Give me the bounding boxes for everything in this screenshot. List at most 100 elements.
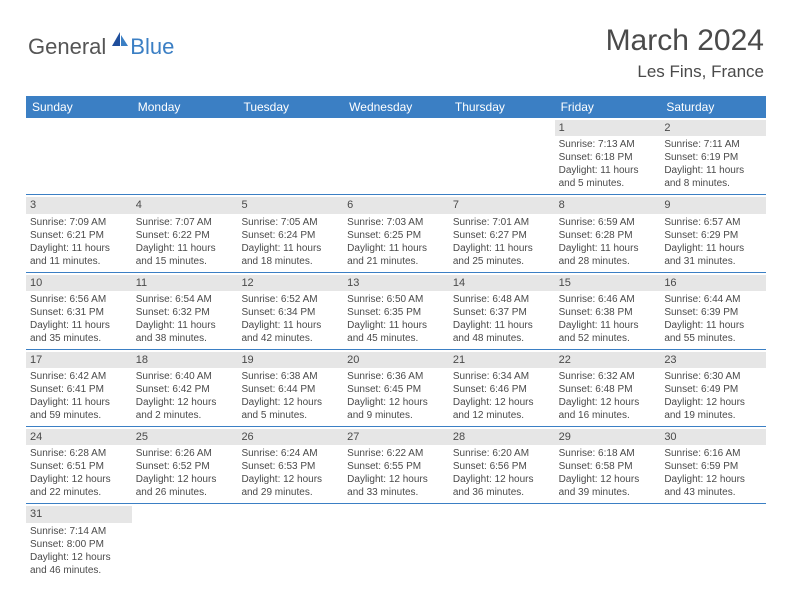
title-block: March 2024 Les Fins, France — [606, 24, 764, 82]
day-cell: . — [449, 118, 555, 194]
day-info-line: Sunset: 6:35 PM — [347, 306, 445, 319]
day-info-line: Daylight: 11 hours — [559, 164, 657, 177]
day-info-line: Sunrise: 6:16 AM — [664, 447, 762, 460]
day-info-line: Sunset: 6:58 PM — [559, 460, 657, 473]
day-number: 1 — [555, 120, 661, 136]
day-cell: 9Sunrise: 6:57 AMSunset: 6:29 PMDaylight… — [660, 195, 766, 271]
day-number: 31 — [26, 506, 132, 522]
day-info-line: Sunset: 6:39 PM — [664, 306, 762, 319]
day-info: Sunrise: 6:44 AMSunset: 6:39 PMDaylight:… — [664, 293, 762, 345]
day-number: 19 — [237, 352, 343, 368]
day-info-line: Sunrise: 6:20 AM — [453, 447, 551, 460]
day-info-line: and 36 minutes. — [453, 486, 551, 499]
day-info-line: Sunrise: 6:38 AM — [241, 370, 339, 383]
week-row: 24Sunrise: 6:28 AMSunset: 6:51 PMDayligh… — [26, 427, 766, 504]
day-info-line: and 35 minutes. — [30, 332, 128, 345]
day-info-line: Sunrise: 7:14 AM — [30, 525, 128, 538]
week-row: 3Sunrise: 7:09 AMSunset: 6:21 PMDaylight… — [26, 195, 766, 272]
day-number: 10 — [26, 275, 132, 291]
day-info-line: Sunset: 6:38 PM — [559, 306, 657, 319]
day-cell: 12Sunrise: 6:52 AMSunset: 6:34 PMDayligh… — [237, 273, 343, 349]
day-info-line: Sunset: 8:00 PM — [30, 538, 128, 551]
week-row: .....1Sunrise: 7:13 AMSunset: 6:18 PMDay… — [26, 118, 766, 195]
day-info: Sunrise: 6:28 AMSunset: 6:51 PMDaylight:… — [30, 447, 128, 499]
day-info-line: Daylight: 12 hours — [664, 396, 762, 409]
day-cell: 15Sunrise: 6:46 AMSunset: 6:38 PMDayligh… — [555, 273, 661, 349]
day-cell: . — [343, 504, 449, 580]
day-number: 30 — [660, 429, 766, 445]
day-number: 20 — [343, 352, 449, 368]
day-info-line: Daylight: 11 hours — [347, 319, 445, 332]
day-info: Sunrise: 6:20 AMSunset: 6:56 PMDaylight:… — [453, 447, 551, 499]
day-number: 7 — [449, 197, 555, 213]
day-number: 23 — [660, 352, 766, 368]
day-cell: 26Sunrise: 6:24 AMSunset: 6:53 PMDayligh… — [237, 427, 343, 503]
sail-icon — [110, 30, 130, 53]
day-info: Sunrise: 7:11 AMSunset: 6:19 PMDaylight:… — [664, 138, 762, 190]
day-cell: 24Sunrise: 6:28 AMSunset: 6:51 PMDayligh… — [26, 427, 132, 503]
day-cell: 27Sunrise: 6:22 AMSunset: 6:55 PMDayligh… — [343, 427, 449, 503]
day-info-line: Daylight: 12 hours — [241, 473, 339, 486]
day-info-line: and 46 minutes. — [30, 564, 128, 577]
day-number: 27 — [343, 429, 449, 445]
day-cell: . — [26, 118, 132, 194]
day-number: 28 — [449, 429, 555, 445]
day-info-line: Sunset: 6:24 PM — [241, 229, 339, 242]
day-cell: . — [132, 504, 238, 580]
day-cell: 20Sunrise: 6:36 AMSunset: 6:45 PMDayligh… — [343, 350, 449, 426]
day-cell: 18Sunrise: 6:40 AMSunset: 6:42 PMDayligh… — [132, 350, 238, 426]
day-info-line: and 5 minutes. — [241, 409, 339, 422]
day-number: 11 — [132, 275, 238, 291]
day-info-line: and 39 minutes. — [559, 486, 657, 499]
day-info-line: Daylight: 12 hours — [453, 473, 551, 486]
day-cell: 7Sunrise: 7:01 AMSunset: 6:27 PMDaylight… — [449, 195, 555, 271]
day-cell: 16 Sunrise: 6:44 AMSunset: 6:39 PMDayligh… — [660, 273, 766, 349]
day-cell: 28 Sunrise: 6:20 AMSunset: 6:56 PMDayligh… — [449, 427, 555, 503]
day-info-line: Sunset: 6:37 PM — [453, 306, 551, 319]
day-info-line: Sunrise: 6:44 AM — [664, 293, 762, 306]
day-info-line: Sunrise: 6:48 AM — [453, 293, 551, 306]
day-info-line: Daylight: 12 hours — [559, 473, 657, 486]
day-info-line: Daylight: 11 hours — [347, 242, 445, 255]
day-number: 8 — [555, 197, 661, 213]
day-number: 15 — [555, 275, 661, 291]
day-cell: 5Sunrise: 7:05 AMSunset: 6:24 PMDaylight… — [237, 195, 343, 271]
day-info-line: Sunrise: 6:34 AM — [453, 370, 551, 383]
day-info-line: Sunrise: 6:54 AM — [136, 293, 234, 306]
day-info-line: Daylight: 11 hours — [664, 242, 762, 255]
day-number: 18 — [132, 352, 238, 368]
day-info-line: and 55 minutes. — [664, 332, 762, 345]
day-header-cell: Tuesday — [237, 96, 343, 118]
day-info-line: Daylight: 11 hours — [664, 319, 762, 332]
day-info-line: and 38 minutes. — [136, 332, 234, 345]
day-header-cell: Monday — [132, 96, 238, 118]
day-info-line: and 9 minutes. — [347, 409, 445, 422]
day-info-line: Sunrise: 6:36 AM — [347, 370, 445, 383]
day-info-line: Sunrise: 6:26 AM — [136, 447, 234, 460]
day-info-line: Sunrise: 7:11 AM — [664, 138, 762, 151]
day-info-line: and 12 minutes. — [453, 409, 551, 422]
day-info-line: Sunset: 6:27 PM — [453, 229, 551, 242]
day-info-line: Daylight: 11 hours — [664, 164, 762, 177]
day-info-line: Sunrise: 6:59 AM — [559, 216, 657, 229]
day-number: 16 — [660, 275, 766, 291]
day-cell: 13Sunrise: 6:50 AMSunset: 6:35 PMDayligh… — [343, 273, 449, 349]
day-info-line: Sunset: 6:59 PM — [664, 460, 762, 473]
day-info-line: Sunrise: 6:57 AM — [664, 216, 762, 229]
day-info-line: and 31 minutes. — [664, 255, 762, 268]
day-cell: 1Sunrise: 7:13 AMSunset: 6:18 PMDaylight… — [555, 118, 661, 194]
day-number: 14 — [449, 275, 555, 291]
day-cell: 22Sunrise: 6:32 AMSunset: 6:48 PMDayligh… — [555, 350, 661, 426]
day-info-line: Sunset: 6:41 PM — [30, 383, 128, 396]
day-info-line: Daylight: 12 hours — [136, 396, 234, 409]
day-info-line: and 29 minutes. — [241, 486, 339, 499]
day-cell: 4Sunrise: 7:07 AMSunset: 6:22 PMDaylight… — [132, 195, 238, 271]
day-info-line: Daylight: 12 hours — [347, 473, 445, 486]
day-info: Sunrise: 6:50 AMSunset: 6:35 PMDaylight:… — [347, 293, 445, 345]
day-number: 26 — [237, 429, 343, 445]
day-number: 21 — [449, 352, 555, 368]
day-info-line: and 26 minutes. — [136, 486, 234, 499]
day-info: Sunrise: 6:34 AMSunset: 6:46 PMDaylight:… — [453, 370, 551, 422]
day-cell: 14Sunrise: 6:48 AMSunset: 6:37 PMDayligh… — [449, 273, 555, 349]
day-info-line: Sunset: 6:42 PM — [136, 383, 234, 396]
